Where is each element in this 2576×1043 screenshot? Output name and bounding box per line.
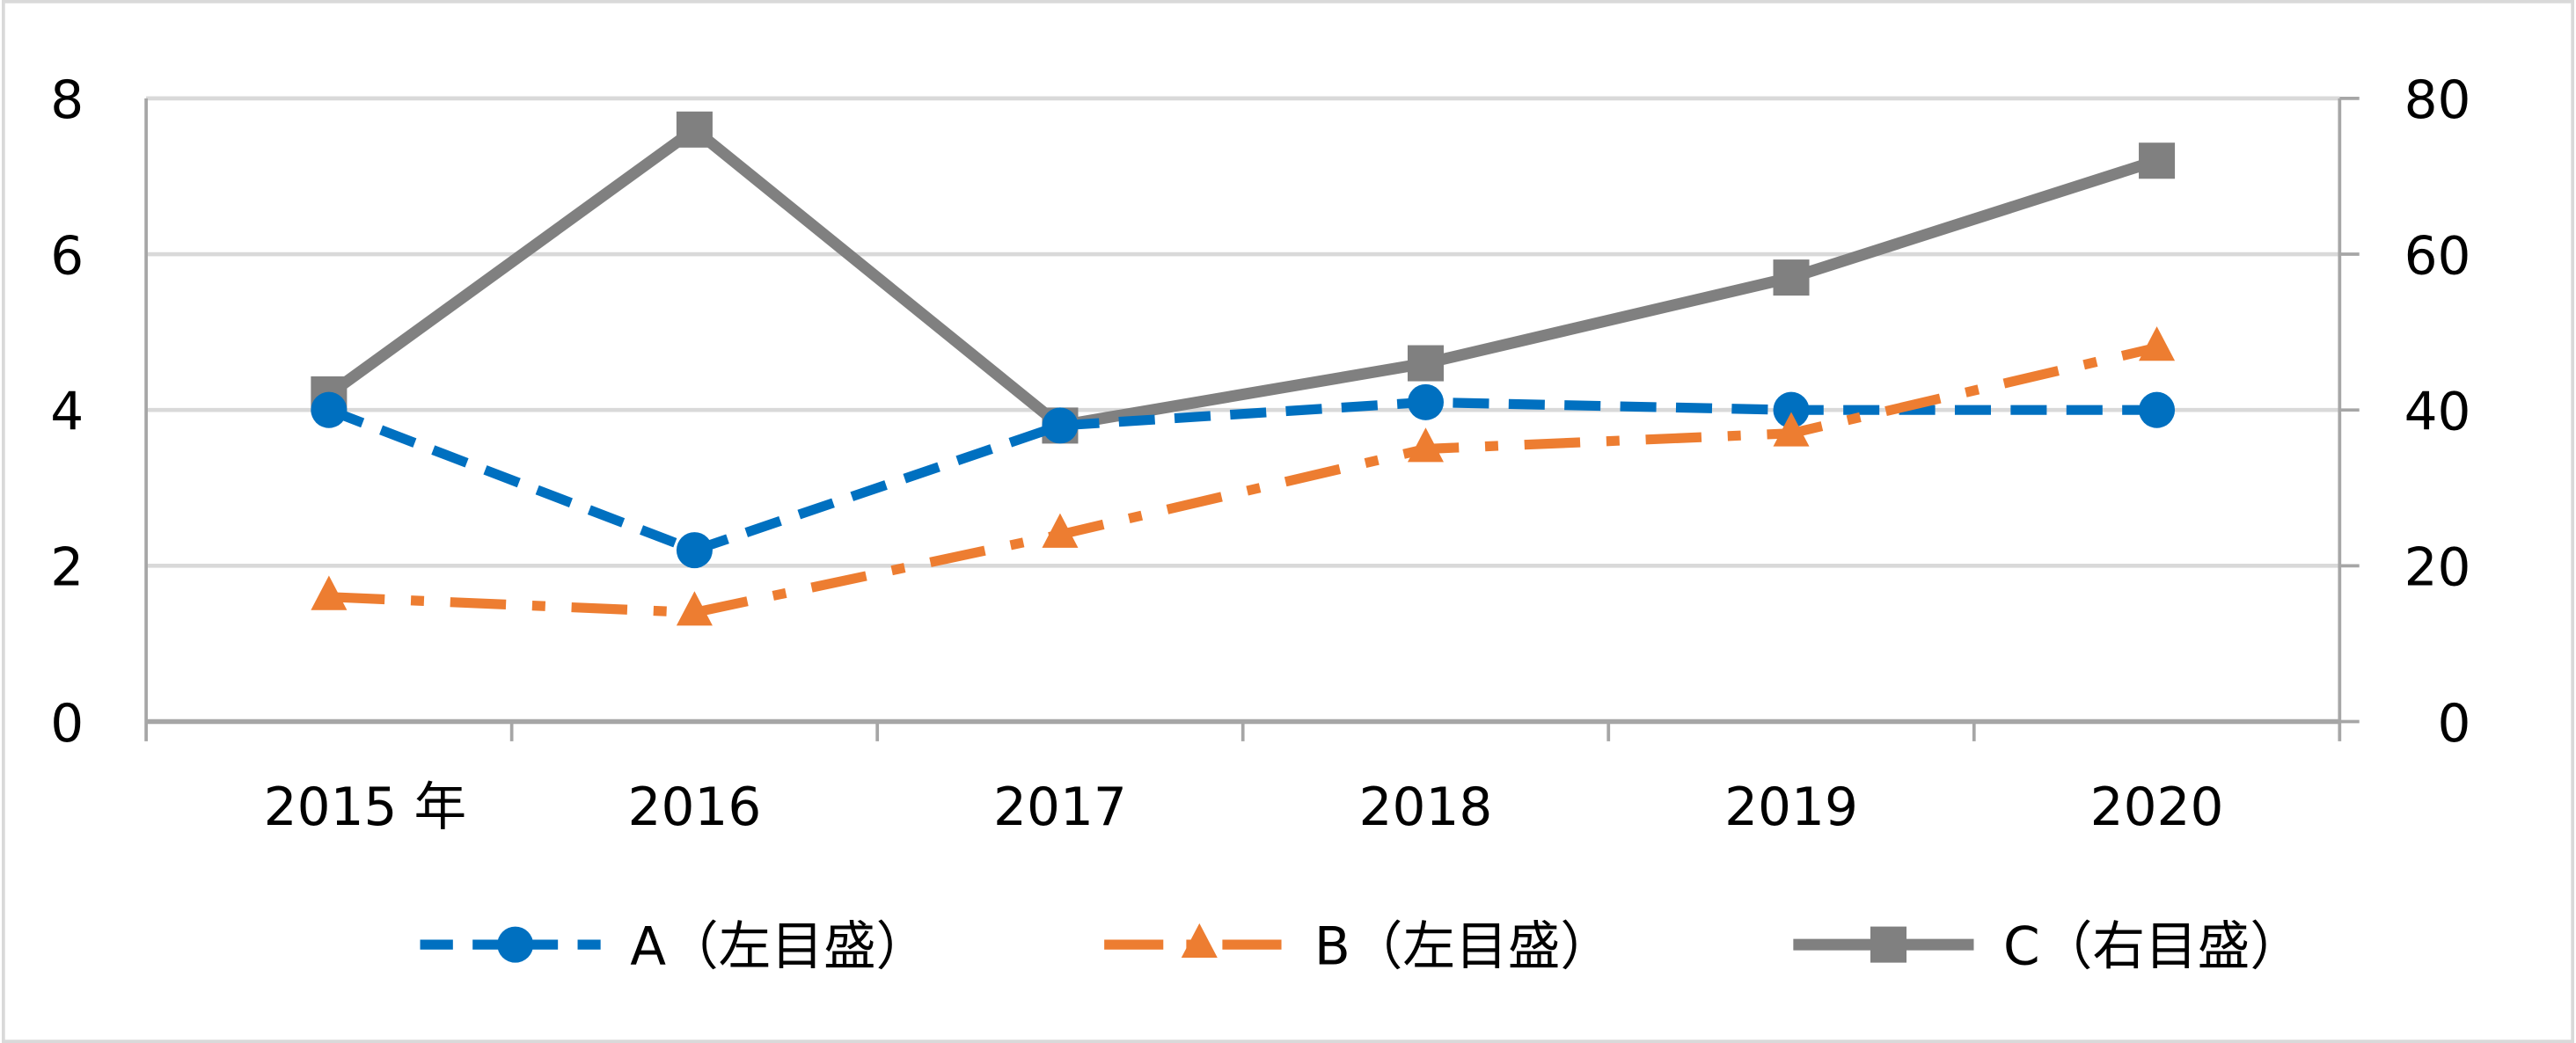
series-line (326, 397, 2157, 556)
data-point (311, 575, 348, 610)
y-right-tick-label: 60 (2404, 226, 2471, 287)
data-point (1407, 383, 1444, 420)
data-point (1773, 412, 1810, 447)
y-left-tick-label: 2 (50, 538, 84, 599)
data-point (311, 391, 348, 428)
series-A (311, 383, 2176, 569)
x-tick-label: 2019 (1724, 777, 1858, 838)
data-point (2139, 391, 2176, 428)
y-right-tick-label: 20 (2404, 538, 2471, 599)
x-tick-label: 2018 (1359, 777, 1493, 838)
x-tick-label: 2020 (2090, 777, 2224, 838)
data-point (676, 532, 713, 569)
data-point (2139, 326, 2176, 361)
y-left-tick-label: 6 (50, 226, 84, 287)
x-tick-label: 2016 (628, 777, 762, 838)
series-line (326, 123, 2159, 432)
y-right-tick-label: 40 (2404, 383, 2471, 443)
data-point (1407, 427, 1444, 463)
data-point (676, 591, 713, 626)
y-right-tick-label: 0 (2438, 694, 2471, 755)
legend-item: C（右目盛） (1793, 916, 2302, 977)
data-point (2139, 142, 2176, 179)
data-point (1042, 407, 1079, 444)
legend-marker (1181, 923, 1218, 959)
legend-label: C（右目盛） (2003, 916, 2302, 977)
data-point (1773, 259, 1810, 296)
y-left-tick-label: 0 (50, 694, 84, 755)
series-B (311, 326, 2176, 626)
y-left-tick-label: 4 (50, 383, 84, 443)
legend-marker (1870, 926, 1907, 963)
x-tick-label: 2017 (993, 777, 1127, 838)
legend-marker (497, 926, 534, 963)
legend-label: A（左目盛） (630, 916, 928, 977)
series-line (328, 342, 2158, 618)
y-right-tick-label: 80 (2404, 70, 2471, 131)
legend-item: A（左目盛） (420, 916, 928, 977)
y-left-tick-label: 8 (50, 70, 84, 131)
legend-item: B（左目盛） (1104, 916, 1613, 977)
data-point (1042, 513, 1079, 548)
x-tick-label: 2015 年 (264, 777, 466, 838)
data-point (676, 111, 713, 148)
data-point (1407, 345, 1444, 382)
legend-label: B（左目盛） (1314, 916, 1613, 977)
data-point (1773, 391, 1810, 428)
